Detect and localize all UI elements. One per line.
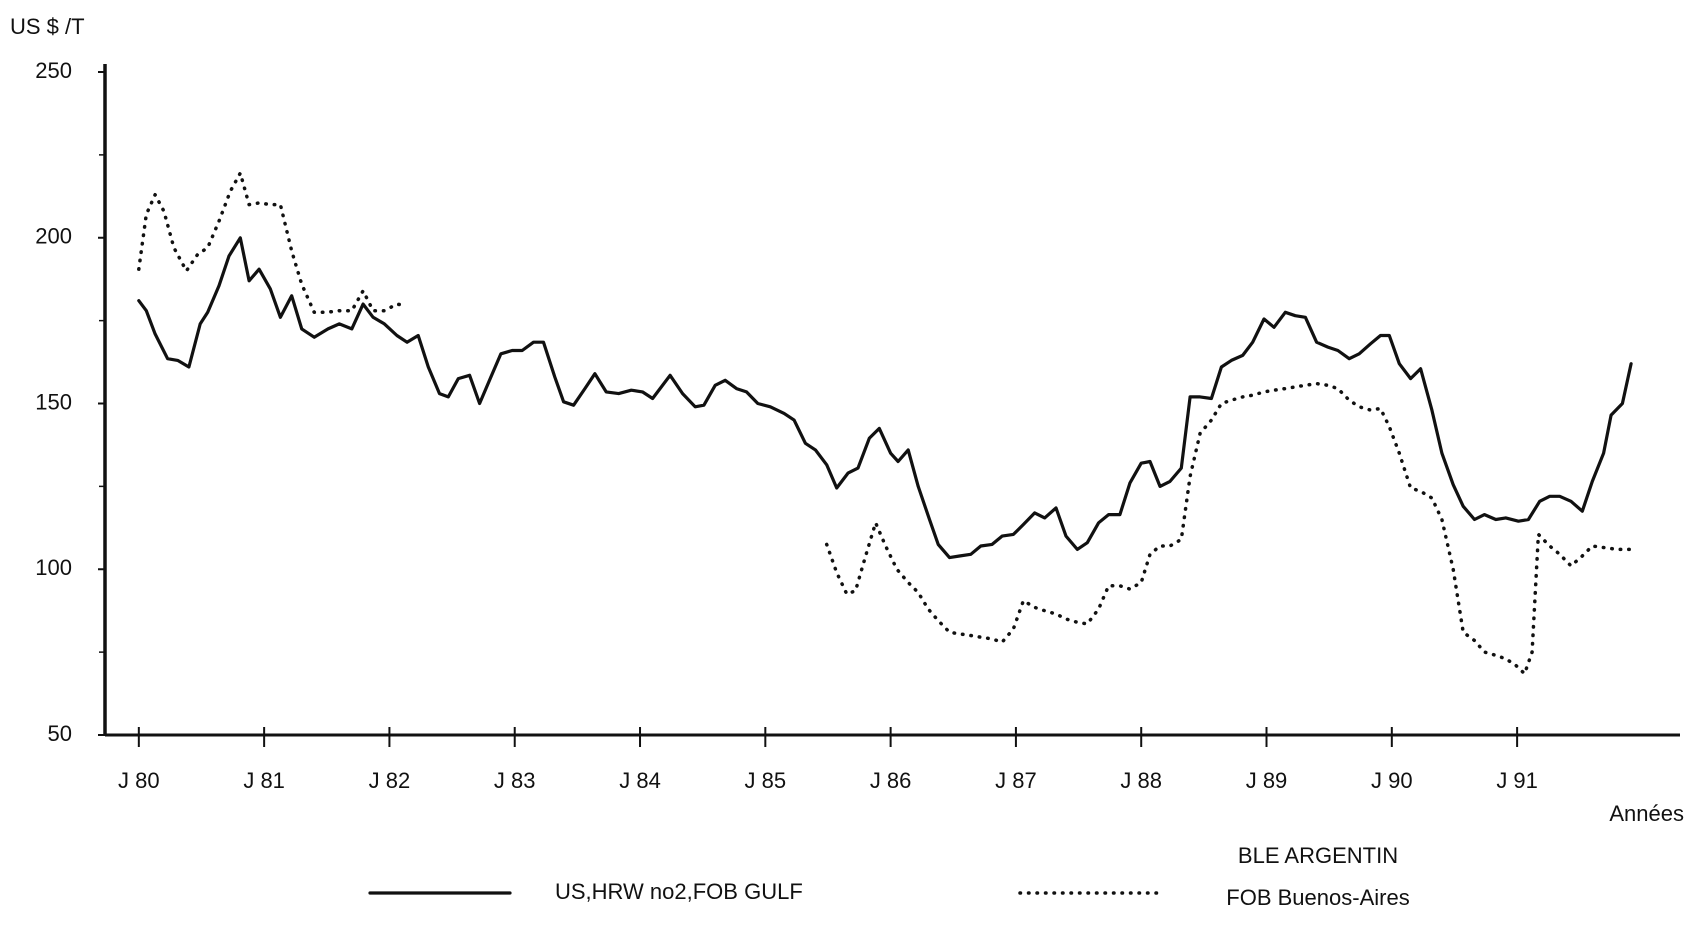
x-tick-label: J 89 [1246,768,1288,793]
legend-label: FOB Buenos-Aires [1226,885,1409,910]
x-axis-label: Années [1609,801,1684,826]
y-tick-label: 100 [35,555,72,580]
y-axis-label: US $ /T [10,14,85,39]
x-tick-label: J 86 [870,768,912,793]
x-tick-label: J 85 [745,768,787,793]
x-tick-label: J 80 [118,768,160,793]
x-tick-label: J 91 [1496,768,1538,793]
x-tick-label: J 83 [494,768,536,793]
series-line [137,236,1633,560]
x-tick-label: J 81 [243,768,285,793]
y-tick-label: 50 [48,721,72,746]
y-tick-label: 250 [35,58,72,83]
y-tick-label: 200 [35,224,72,249]
x-tick-label: J 84 [619,768,661,793]
legend-label: US,HRW no2,FOB GULF [555,879,803,904]
x-tick-label: J 88 [1120,768,1162,793]
series-line [137,171,1633,676]
x-tick-label: J 82 [369,768,411,793]
x-tick-label: J 90 [1371,768,1413,793]
y-tick-label: 150 [35,389,72,414]
x-tick-label: J 87 [995,768,1037,793]
legend-label: BLE ARGENTIN [1238,843,1398,868]
